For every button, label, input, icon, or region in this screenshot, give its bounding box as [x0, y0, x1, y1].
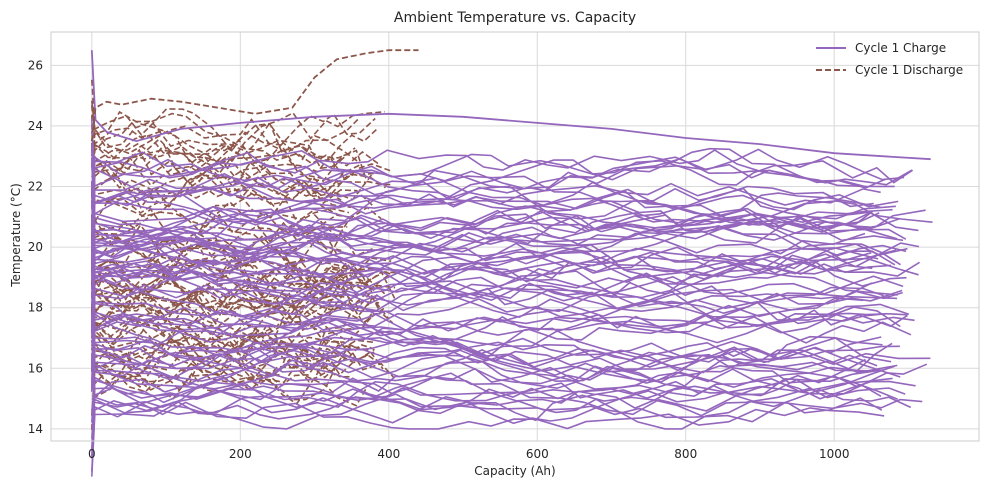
cycle-trace — [91, 320, 928, 398]
cycle-trace — [91, 242, 901, 279]
cycle-trace — [91, 182, 880, 245]
tick-labels: 0 200 400 600 800 1000 14 16 18 20 22 24 26 — [28, 58, 850, 461]
cycle-trace — [91, 262, 908, 346]
cycle-trace — [91, 340, 931, 378]
y-tick-label: 24 — [28, 119, 43, 133]
y-tick-label: 18 — [28, 301, 43, 315]
y-axis-label: Temperature (°C) — [9, 183, 23, 288]
cycle-trace — [91, 174, 352, 271]
cycle-trace — [91, 218, 897, 297]
background-series-traces — [91, 79, 933, 477]
x-tick-label: 400 — [377, 447, 400, 461]
x-tick-label: 600 — [526, 447, 549, 461]
series-line-0 — [90, 50, 931, 161]
cycle-trace — [91, 243, 380, 313]
cycle-trace — [91, 318, 901, 382]
cycle-trace — [91, 156, 895, 199]
cycle-trace — [91, 321, 352, 391]
cycle-trace — [91, 110, 385, 171]
cycle-trace — [91, 269, 898, 383]
chart-title: Ambient Temperature vs. Capacity — [394, 10, 636, 26]
cycle-trace — [91, 244, 901, 337]
cycle-trace — [91, 145, 919, 245]
cycle-trace — [91, 377, 893, 424]
y-tick-label: 20 — [28, 240, 43, 254]
cycle-trace — [91, 346, 334, 400]
cycle-trace — [91, 284, 898, 372]
cycle-trace — [91, 216, 892, 286]
y-tick-label: 22 — [28, 180, 43, 194]
cycle-trace — [91, 182, 342, 262]
cycle-trace — [91, 365, 895, 449]
cycle-trace — [91, 297, 864, 366]
cycle-trace — [91, 138, 392, 203]
cycle-trace — [91, 165, 881, 217]
cycle-trace — [91, 312, 339, 388]
x-tick-label: 800 — [674, 447, 697, 461]
cycle-trace — [91, 230, 391, 314]
y-tick-label: 14 — [28, 422, 43, 436]
cycle-trace — [91, 376, 923, 459]
cycle-trace — [91, 147, 886, 248]
x-axis-label: Capacity (Ah) — [474, 464, 555, 478]
cycle-trace — [91, 245, 355, 339]
cycle-trace — [91, 312, 900, 363]
cycle-trace — [91, 387, 885, 430]
cycle-trace — [91, 271, 903, 370]
cycle-trace — [91, 115, 343, 218]
cycle-trace — [91, 305, 912, 355]
cycle-trace — [91, 208, 339, 298]
plot-frame — [50, 31, 980, 442]
cycle-trace — [91, 340, 866, 390]
cycle-trace — [91, 221, 866, 258]
series-line-1 — [90, 49, 419, 142]
x-tick-label: 200 — [229, 447, 252, 461]
cycle-trace — [91, 79, 381, 167]
series-lines — [90, 49, 931, 161]
cycle-trace — [91, 236, 365, 310]
cycle-trace — [91, 287, 915, 361]
cycle-trace — [91, 164, 874, 220]
legend-label-discharge: Cycle 1 Discharge — [855, 63, 963, 77]
y-tick-label: 26 — [28, 58, 43, 72]
cycle-trace — [91, 188, 899, 231]
legend: Cycle 1 Charge Cycle 1 Discharge — [816, 41, 963, 77]
cycle-trace — [91, 211, 870, 269]
cycle-trace — [91, 327, 883, 392]
cycle-trace — [91, 200, 926, 247]
x-tick-label: 1000 — [819, 447, 850, 461]
cycle-trace — [91, 155, 366, 208]
cycle-trace — [91, 283, 337, 387]
cycle-trace — [91, 194, 879, 262]
cycle-trace — [91, 100, 356, 182]
y-tick-label: 16 — [28, 361, 43, 375]
cycle-trace — [91, 260, 898, 319]
cycle-trace — [91, 223, 376, 264]
legend-label-charge: Cycle 1 Charge — [855, 41, 946, 55]
cycle-trace — [91, 238, 921, 285]
cycle-trace — [91, 143, 373, 243]
cycle-trace — [91, 273, 908, 344]
cycle-trace — [91, 249, 355, 323]
cycle-trace — [91, 227, 373, 299]
cycle-trace — [91, 232, 396, 331]
x-tick-label: 0 — [88, 447, 96, 461]
cycle-trace — [91, 142, 386, 192]
cycle-trace — [91, 148, 905, 186]
cycle-trace — [91, 105, 378, 165]
